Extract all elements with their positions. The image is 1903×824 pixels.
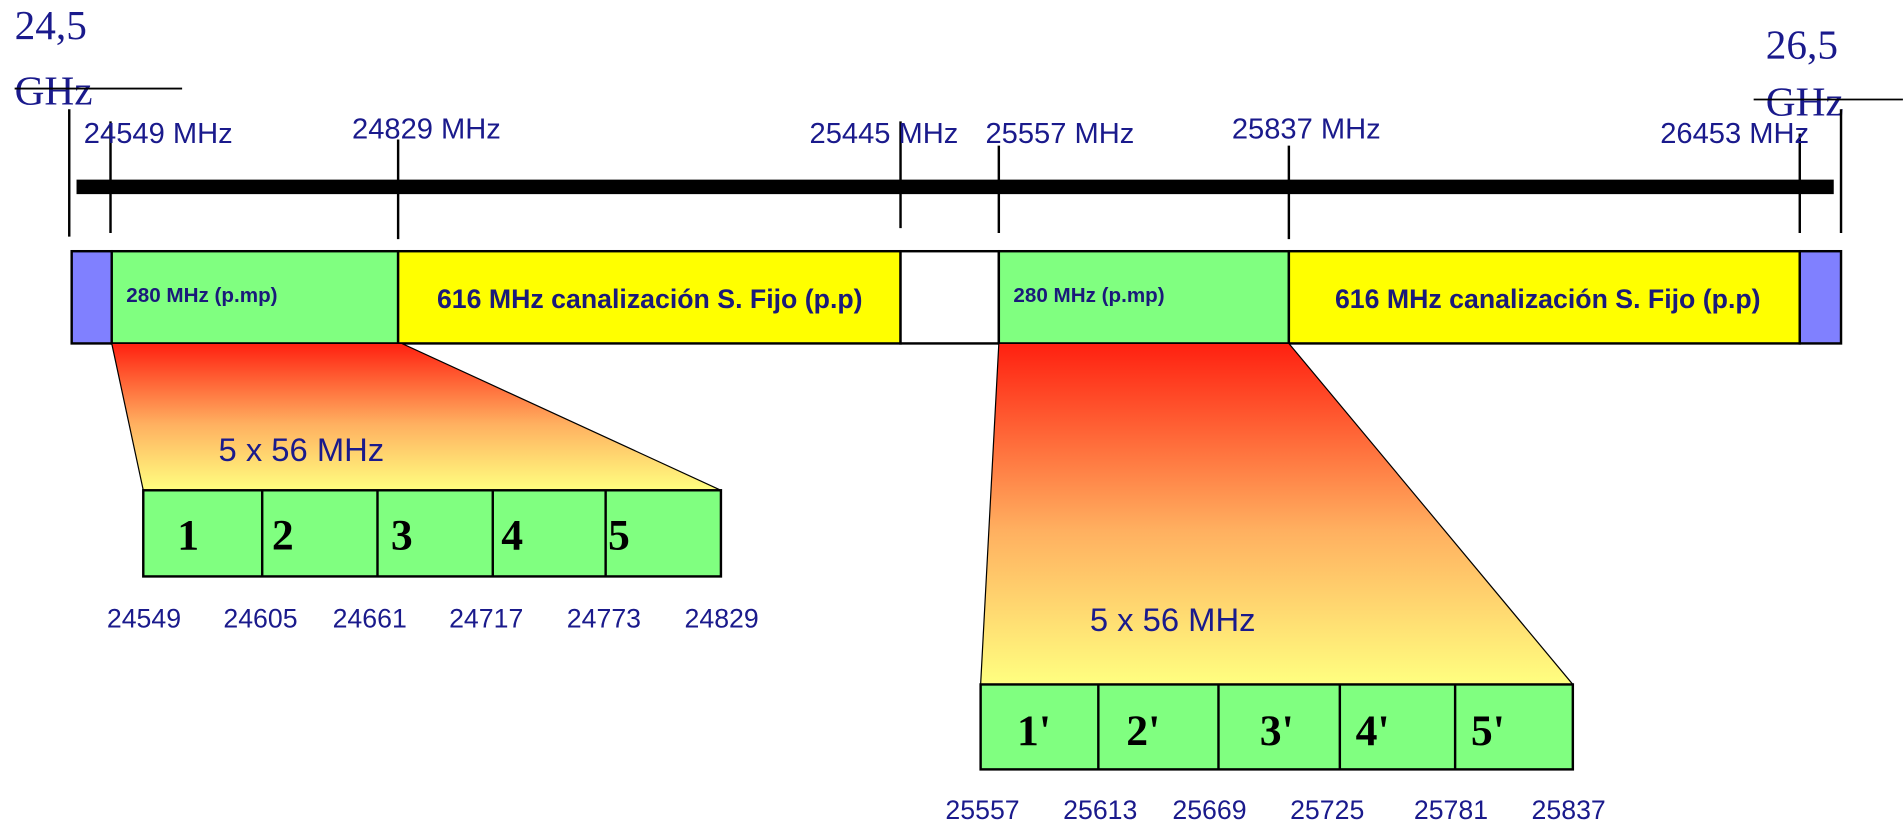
channel-frequency: 24829 [685, 603, 759, 633]
channel-frequency: 24605 [223, 603, 297, 633]
channel-frequency: 25669 [1172, 795, 1246, 824]
band-end-unit: GHz [1766, 78, 1844, 124]
channel-label: 3 [391, 512, 413, 560]
channel-label: 2' [1126, 707, 1160, 755]
channel-dividers [1097, 684, 1457, 770]
channel-frequency: 25557 [945, 795, 1019, 824]
group-title: 5 x 56 MHz [219, 431, 385, 468]
channel-box [979, 683, 1575, 771]
channel-label: 4 [501, 512, 523, 560]
channel-label: 4' [1356, 707, 1390, 755]
marker-label: 25445 MHz [810, 118, 959, 150]
band-start-unit: GHz [15, 67, 93, 113]
segment [997, 249, 1291, 345]
channel-frequency: 25613 [1063, 795, 1137, 824]
channel-box [142, 489, 723, 578]
channel-frequency: 25725 [1290, 795, 1364, 824]
segment-label: 616 MHz canalización S. Fijo (p.p) [437, 284, 863, 314]
channel-label: 1' [1017, 707, 1051, 755]
group-title: 5 x 56 MHz [1090, 601, 1256, 638]
marker-ticks [68, 109, 1843, 240]
channel-label: 5' [1471, 707, 1505, 755]
channel-dividers [260, 490, 607, 577]
guard-band [1798, 249, 1843, 345]
marker-label: 25837 MHz [1232, 113, 1381, 145]
segment-label: 616 MHz canalización S. Fijo (p.p) [1335, 284, 1761, 314]
segment-label: 280 MHz (p.mp) [1013, 284, 1164, 307]
channel-frequency: 24661 [333, 603, 407, 633]
channel-label: 1 [177, 512, 199, 560]
channel-frequency: 24773 [567, 603, 641, 633]
segment-label: 280 MHz (p.mp) [126, 284, 277, 307]
expansion-fan [979, 342, 1575, 686]
guard-band [70, 249, 113, 345]
marker-label: 26453 MHz [1660, 118, 1809, 150]
channel-frequency: 24549 [107, 603, 181, 633]
band-start-value: 24,5 [15, 2, 87, 48]
band-end-value: 26,5 [1766, 21, 1838, 67]
channel-frequency: 25781 [1414, 795, 1488, 824]
expansion-fan [110, 342, 722, 491]
marker-label: 25557 MHz [985, 118, 1134, 150]
channel-label: 2 [272, 512, 294, 560]
channel-frequency: 24717 [449, 603, 523, 633]
gap [899, 249, 1001, 345]
marker-label: 24549 MHz [84, 118, 233, 150]
marker-label: 24829 MHz [352, 113, 501, 145]
channel-label: 3' [1260, 707, 1294, 755]
channel-frequency: 25837 [1532, 795, 1606, 824]
channel-label: 5 [608, 512, 630, 560]
